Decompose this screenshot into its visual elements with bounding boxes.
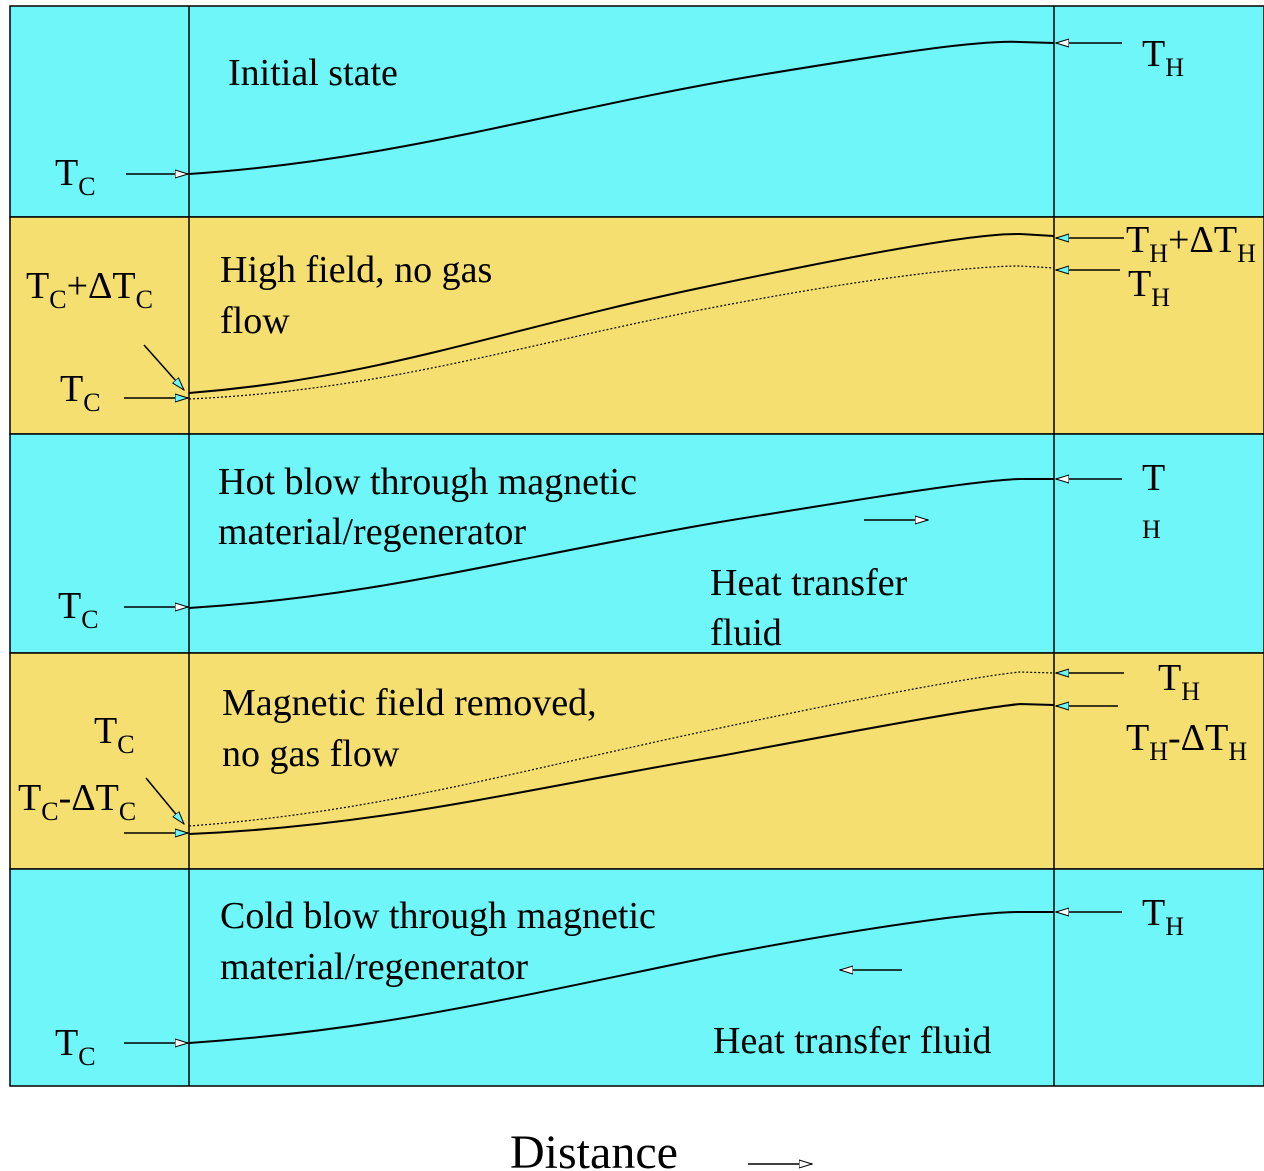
svg-text:TH-ΔTH: TH-ΔTH	[1126, 717, 1247, 766]
tc-label: TC	[58, 585, 99, 634]
temperature-profile	[188, 478, 1054, 609]
tc-minus-delta-label: TC-ΔTC	[18, 777, 136, 826]
temperature-profile-after-demagnetization	[188, 702, 1055, 835]
tc-plus-delta-arrow	[143, 344, 184, 390]
svg-text:TC: TC	[58, 585, 99, 634]
fluid-label: Heat transfer fluid	[713, 1020, 992, 1062]
svg-text:TC+ΔTC: TC+ΔTC	[26, 265, 153, 314]
temperature-profile-before-magnetization	[188, 265, 1055, 400]
temperature-profile	[188, 911, 1054, 1044]
fluid-label-line1: Heat transfer	[710, 562, 908, 604]
panel-cold-blow	[9, 868, 1264, 1087]
panel-hot-blow	[9, 433, 1264, 654]
fluid-label-line2: fluid	[710, 612, 782, 654]
caption-initial-state: Initial state	[228, 52, 398, 94]
panel-high-field	[9, 216, 1264, 435]
th-label: TH	[1128, 263, 1170, 312]
tc-plus-delta-label: TC+ΔTC	[26, 265, 153, 314]
th-label: TH	[1158, 657, 1200, 706]
svg-text:TC: TC	[55, 152, 96, 201]
tc-label: TC	[60, 368, 101, 417]
th-label: TH	[1142, 33, 1184, 82]
temperature-profile-after-magnetization	[188, 232, 1055, 394]
caption-hot-blow-line1: Hot blow through magnetic	[218, 461, 637, 503]
caption-high-field-line2: flow	[220, 300, 290, 342]
th-minus-delta-label: TH-ΔTH	[1126, 717, 1247, 766]
tc-label: TC	[55, 152, 96, 201]
temperature-profile	[188, 40, 1055, 175]
caption-cold-blow-line2: material/regenerator	[220, 946, 528, 988]
tc-label: TC	[94, 710, 135, 759]
svg-text:TH: TH	[1142, 33, 1184, 82]
tc-arrow	[145, 777, 184, 824]
caption-field-removed-line2: no gas flow	[222, 733, 400, 775]
caption-high-field-line1: High field, no gas	[220, 249, 492, 291]
svg-text:TH: TH	[1142, 892, 1184, 941]
caption-field-removed-line1: Magnetic field removed,	[222, 682, 597, 724]
th-label: TH	[1142, 892, 1184, 941]
svg-text:TC: TC	[55, 1022, 96, 1071]
panel-initial-state	[9, 5, 1264, 218]
svg-text:TH+ΔTH: TH+ΔTH	[1126, 219, 1256, 268]
tc-label: TC	[55, 1022, 96, 1071]
distance-axis-label: Distance	[510, 1126, 678, 1171]
th-plus-delta-label: TH+ΔTH	[1126, 219, 1256, 268]
svg-text:TC-ΔTC: TC-ΔTC	[18, 777, 136, 826]
caption-cold-blow-line1: Cold blow through magnetic	[220, 895, 656, 937]
svg-text:TC: TC	[94, 710, 135, 759]
caption-hot-blow-line2: material/regenerator	[218, 511, 526, 553]
svg-text:TH: TH	[1158, 657, 1200, 706]
panel-field-removed	[9, 652, 1264, 870]
svg-text:TC: TC	[60, 368, 101, 417]
svg-text:TH: TH	[1128, 263, 1170, 312]
svg-text:TH: TH	[1142, 457, 1165, 544]
